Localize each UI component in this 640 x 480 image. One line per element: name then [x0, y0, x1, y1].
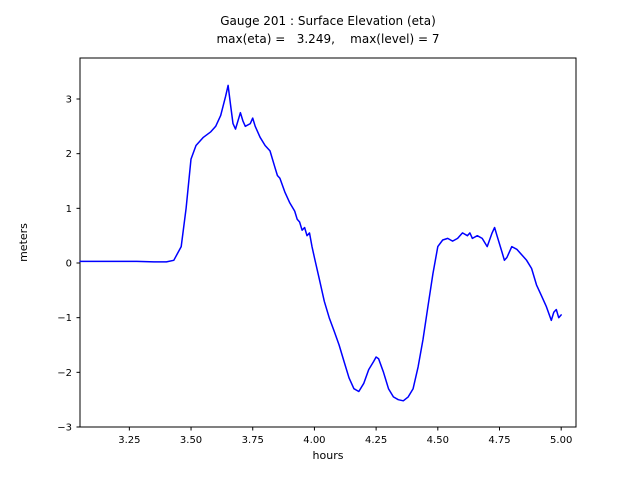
chart-subtitle: max(eta) = 3.249, max(level) = 7: [216, 32, 440, 46]
x-axis-label: hours: [313, 449, 344, 462]
x-tick-label: 5.00: [550, 435, 572, 446]
y-tick-label: 1: [66, 204, 72, 215]
y-tick-label: −2: [57, 368, 72, 379]
y-tick-label: −3: [57, 423, 72, 434]
chart-title: Gauge 201 : Surface Elevation (eta): [220, 14, 436, 28]
x-tick-label: 4.25: [365, 435, 387, 446]
y-axis-label: meters: [17, 223, 30, 262]
y-tick-label: 0: [66, 259, 72, 270]
y-tick-label: 3: [66, 95, 72, 106]
x-tick-label: 4.50: [427, 435, 449, 446]
y-tick-label: 2: [66, 149, 72, 160]
x-tick-label: 3.25: [118, 435, 140, 446]
x-tick-label: 4.75: [488, 435, 510, 446]
y-tick-label: −1: [57, 313, 72, 324]
series-line-eta: [79, 84, 562, 402]
x-tick-label: 3.75: [242, 435, 264, 446]
axes-border: [79, 57, 577, 428]
x-tick-label: 3.50: [180, 435, 202, 446]
chart-title-block: Gauge 201 : Surface Elevation (eta) max(…: [80, 12, 576, 48]
x-tick-label: 4.00: [303, 435, 325, 446]
